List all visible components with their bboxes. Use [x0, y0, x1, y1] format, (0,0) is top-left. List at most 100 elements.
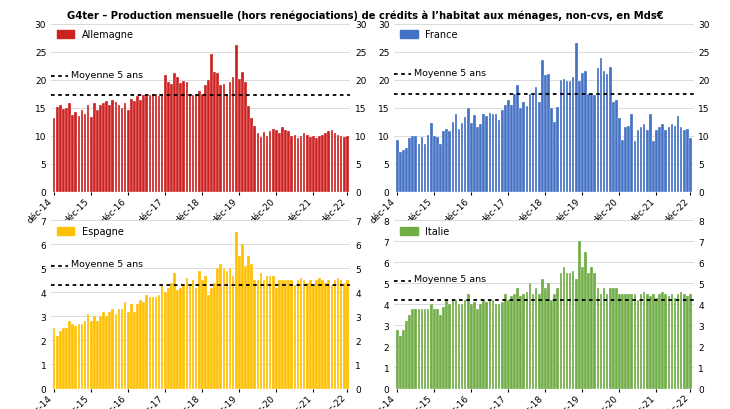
Bar [637, 301, 639, 389]
Bar [418, 309, 420, 389]
Bar [130, 305, 133, 389]
Bar [201, 281, 204, 389]
Bar [173, 274, 176, 389]
Bar [618, 294, 620, 389]
Bar [591, 267, 593, 389]
Bar [109, 312, 111, 389]
Bar [177, 78, 179, 192]
Bar [59, 331, 61, 389]
Bar [420, 309, 423, 389]
Bar [343, 137, 345, 192]
Bar [520, 296, 522, 389]
Bar [250, 264, 253, 389]
Bar [445, 130, 448, 192]
Bar [232, 276, 234, 389]
Bar [53, 329, 55, 389]
Bar [615, 288, 618, 389]
Bar [343, 283, 345, 389]
Bar [455, 301, 457, 389]
Bar [266, 136, 269, 192]
Bar [300, 279, 302, 389]
Bar [680, 292, 683, 389]
Bar [318, 136, 321, 192]
Bar [498, 305, 501, 389]
Bar [216, 74, 219, 192]
Bar [112, 310, 114, 389]
Bar [87, 314, 90, 389]
Bar [275, 131, 277, 192]
Bar [615, 101, 618, 192]
Bar [167, 83, 169, 192]
Bar [256, 133, 259, 192]
Bar [120, 109, 123, 192]
Bar [473, 116, 476, 192]
Bar [180, 84, 182, 192]
Bar [658, 128, 661, 192]
Bar [324, 133, 327, 192]
Bar [399, 336, 402, 389]
Bar [412, 309, 414, 389]
Bar [683, 294, 685, 389]
Bar [291, 281, 293, 389]
Bar [80, 324, 83, 389]
Bar [480, 305, 482, 389]
Bar [603, 72, 605, 192]
Bar [74, 326, 77, 389]
Bar [402, 330, 404, 389]
Bar [133, 102, 136, 192]
Bar [455, 115, 457, 192]
Bar [62, 110, 65, 192]
Bar [624, 128, 627, 192]
Bar [531, 294, 534, 389]
Bar [278, 281, 281, 389]
Bar [244, 266, 247, 389]
Bar [90, 321, 93, 389]
Bar [180, 288, 182, 389]
Bar [288, 281, 290, 389]
Bar [188, 95, 191, 192]
Bar [470, 124, 472, 192]
Bar [74, 112, 77, 192]
Bar [464, 118, 466, 192]
Bar [399, 153, 402, 192]
Bar [80, 110, 83, 192]
Bar [504, 106, 507, 192]
Bar [220, 264, 222, 389]
Bar [627, 126, 630, 192]
Bar [161, 285, 164, 389]
Bar [445, 301, 448, 389]
Bar [677, 117, 680, 192]
Bar [599, 59, 602, 192]
Bar [587, 273, 590, 389]
Bar [346, 281, 349, 389]
Bar [643, 125, 645, 192]
Bar [523, 294, 525, 389]
Bar [195, 288, 197, 389]
Bar [105, 317, 108, 389]
Bar [677, 294, 680, 389]
Bar [260, 274, 262, 389]
Bar [652, 142, 655, 192]
Bar [439, 145, 442, 192]
Bar [664, 294, 667, 389]
Bar [523, 103, 525, 192]
Bar [137, 305, 139, 389]
Text: Moyenne 5 ans: Moyenne 5 ans [414, 69, 485, 78]
Bar [427, 309, 429, 389]
Bar [488, 114, 491, 192]
Bar [142, 302, 145, 389]
Legend: Allemagne: Allemagne [56, 29, 135, 41]
Bar [507, 101, 510, 192]
Bar [77, 117, 80, 192]
Bar [618, 119, 620, 192]
Bar [556, 108, 559, 192]
Bar [130, 100, 133, 192]
Bar [145, 97, 148, 192]
Bar [541, 280, 544, 389]
Bar [529, 284, 531, 389]
Bar [584, 252, 587, 389]
Bar [170, 283, 173, 389]
Bar [476, 309, 479, 389]
Bar [204, 276, 207, 389]
Bar [241, 73, 244, 192]
